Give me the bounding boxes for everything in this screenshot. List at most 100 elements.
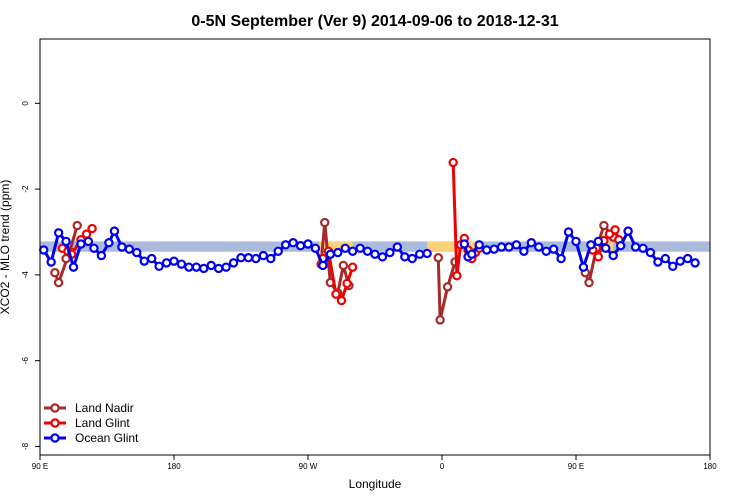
data-point [53,228,64,238]
reference-band [40,241,710,252]
data-point [154,261,164,271]
legend-marker [50,433,60,443]
data-point [191,262,202,272]
y-tick-label: -4 [21,271,30,279]
data-point [638,243,648,253]
series-line [436,257,457,322]
data-point [87,223,97,234]
data-point [258,250,269,261]
data-point [615,241,626,251]
data-point [331,289,341,299]
data-point [496,242,507,252]
data-point [199,263,209,274]
data-point [347,246,358,256]
plot-frame [39,38,711,456]
data-point [675,256,685,266]
data-point [385,247,395,258]
data-point [623,226,633,236]
data-point [96,250,107,261]
data-point [336,295,347,306]
data-point [333,247,343,258]
data-point [310,243,321,253]
data-point [117,242,127,252]
data-point [645,247,656,258]
data-point [630,242,641,252]
data-point [392,242,403,252]
data-point [442,282,453,292]
data-point [68,262,79,272]
data-point [109,226,120,236]
y-tick-label: -8 [21,442,30,450]
series-ocean-glint [39,226,700,274]
data-point [448,157,458,168]
chart-title: 0-5N September (Ver 9) 2014-09-06 to 201… [191,13,558,30]
data-point [422,248,432,259]
data-point [355,243,365,253]
data-point [599,220,609,231]
data-point [467,249,477,259]
highlight-band [427,241,476,252]
data-point [53,277,64,288]
x-tick-label: 90 E [32,462,48,471]
data-point [433,253,443,263]
data-point [682,253,693,264]
data-point [320,217,330,228]
x-tick-label: 90 E [568,462,584,471]
x-tick-label: 180 [703,462,717,471]
data-point [586,240,596,250]
data-point [243,253,254,263]
data-point [50,268,60,278]
data-point [474,240,484,250]
y-axis: 0 -2 -4 -6 -8 [21,101,40,450]
x-tick-label: 180 [167,462,181,471]
data-point [146,253,157,264]
data-point [46,257,56,267]
data-point [578,262,589,272]
data-point [83,236,94,247]
data-point [435,315,445,325]
y-tick-label: 0 [21,101,30,106]
x-tick-label: 90 W [299,462,318,471]
legend-marker [50,403,60,413]
data-point [303,239,313,249]
data-point [72,220,82,231]
data-point [407,253,417,264]
data-point [295,241,306,251]
data-point [690,258,700,268]
data-point [169,256,179,266]
data-point [221,262,231,272]
data-point [280,240,291,250]
data-point [556,253,566,264]
x-axis-label: Longitude [349,477,402,491]
data-point [370,249,380,259]
data-point [132,247,142,258]
data-point [206,260,216,271]
data-point [511,240,522,250]
data-point [593,252,604,262]
y-axis-label: XCO2 - MLO trend (ppm) [0,180,12,315]
data-point [318,260,328,271]
legend-marker [50,418,60,428]
data-point [377,252,388,262]
data-point [61,236,71,247]
data-point [325,249,336,259]
data-point [610,225,620,235]
series-line [53,225,79,285]
highlight-band [319,241,353,252]
data-point [213,263,224,274]
data-point [176,259,187,269]
data-point [347,262,358,272]
data-point [548,244,559,254]
data-point [526,238,537,248]
legend-label: Land Glint [75,416,130,430]
data-point [228,258,239,268]
legend-label: Ocean Glint [75,431,139,445]
data-point [608,250,618,261]
data-point [653,257,663,267]
data-point [273,246,283,256]
data-point [89,243,99,253]
data-point [400,252,410,262]
data-point [104,238,114,248]
